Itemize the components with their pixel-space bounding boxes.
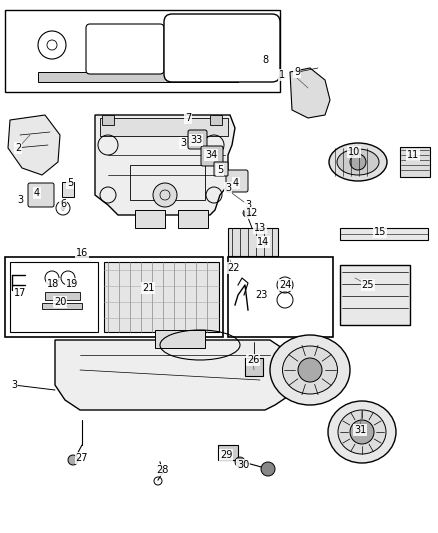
Text: 13: 13 — [254, 223, 266, 233]
Bar — [400, 147, 430, 177]
Bar — [104, 262, 219, 332]
Bar — [245, 358, 263, 376]
FancyBboxPatch shape — [201, 146, 223, 166]
Text: 3: 3 — [17, 195, 23, 205]
Text: 23: 23 — [255, 290, 267, 300]
Text: 18: 18 — [47, 279, 59, 289]
Bar — [178, 210, 208, 228]
Text: 33: 33 — [190, 135, 202, 145]
Polygon shape — [95, 115, 235, 215]
Text: 29: 29 — [220, 450, 232, 460]
Bar — [228, 257, 333, 337]
Ellipse shape — [328, 401, 396, 463]
Ellipse shape — [329, 143, 387, 181]
Bar — [100, 118, 228, 136]
Text: 5: 5 — [67, 178, 73, 188]
Text: 10: 10 — [348, 147, 360, 157]
Bar — [340, 228, 428, 240]
Bar — [228, 228, 278, 256]
Text: 15: 15 — [374, 227, 386, 237]
Bar — [10, 262, 98, 332]
Text: 16: 16 — [76, 248, 88, 258]
Bar — [5, 10, 280, 92]
Text: 19: 19 — [66, 279, 78, 289]
FancyBboxPatch shape — [188, 130, 207, 149]
Polygon shape — [8, 115, 60, 175]
Text: 9: 9 — [294, 67, 300, 77]
Polygon shape — [290, 68, 330, 118]
Text: 7: 7 — [185, 113, 191, 123]
Circle shape — [350, 154, 366, 170]
Text: 17: 17 — [14, 288, 26, 298]
Text: 24: 24 — [279, 280, 291, 290]
Circle shape — [68, 455, 78, 465]
Circle shape — [153, 183, 177, 207]
Ellipse shape — [283, 346, 338, 394]
Text: 20: 20 — [54, 297, 66, 307]
Bar — [62, 182, 74, 197]
Text: 12: 12 — [246, 208, 258, 218]
Text: 28: 28 — [156, 465, 168, 475]
Bar — [210, 115, 222, 125]
FancyBboxPatch shape — [164, 14, 280, 82]
Text: 4: 4 — [34, 188, 40, 198]
FancyBboxPatch shape — [86, 24, 164, 74]
Ellipse shape — [270, 335, 350, 405]
Text: 21: 21 — [142, 283, 154, 293]
Polygon shape — [55, 340, 295, 410]
Ellipse shape — [337, 149, 379, 175]
Text: 1: 1 — [279, 70, 285, 80]
Text: 3: 3 — [11, 380, 17, 390]
Circle shape — [259, 69, 271, 81]
Bar — [102, 115, 114, 125]
Text: 26: 26 — [247, 355, 259, 365]
Text: 8: 8 — [262, 55, 268, 65]
Bar — [42, 303, 82, 309]
Text: 3: 3 — [180, 138, 186, 148]
Bar — [135, 210, 165, 228]
FancyBboxPatch shape — [226, 170, 248, 192]
Text: 14: 14 — [257, 237, 269, 247]
Text: 2: 2 — [15, 143, 21, 153]
Text: 25: 25 — [362, 280, 374, 290]
Circle shape — [235, 457, 245, 467]
Text: 27: 27 — [76, 453, 88, 463]
Circle shape — [350, 420, 374, 444]
Circle shape — [243, 209, 251, 217]
Text: 3: 3 — [225, 183, 231, 193]
Text: 34: 34 — [205, 150, 217, 160]
Text: 3: 3 — [245, 200, 251, 210]
Text: 11: 11 — [407, 150, 419, 160]
Bar — [5, 257, 223, 337]
Bar — [155, 330, 205, 348]
FancyBboxPatch shape — [214, 162, 228, 176]
Circle shape — [261, 462, 275, 476]
Bar — [38, 72, 238, 82]
Text: 31: 31 — [354, 425, 366, 435]
Bar — [218, 445, 238, 460]
Text: 30: 30 — [237, 460, 249, 470]
Ellipse shape — [338, 410, 386, 454]
Text: 5: 5 — [217, 165, 223, 175]
Bar — [130, 165, 205, 200]
Text: 22: 22 — [227, 263, 239, 273]
Text: 6: 6 — [60, 199, 66, 209]
Circle shape — [298, 358, 322, 382]
Text: 4: 4 — [233, 178, 239, 188]
Bar — [340, 265, 410, 325]
Circle shape — [61, 206, 65, 210]
Bar — [45, 292, 80, 300]
FancyBboxPatch shape — [28, 183, 54, 207]
